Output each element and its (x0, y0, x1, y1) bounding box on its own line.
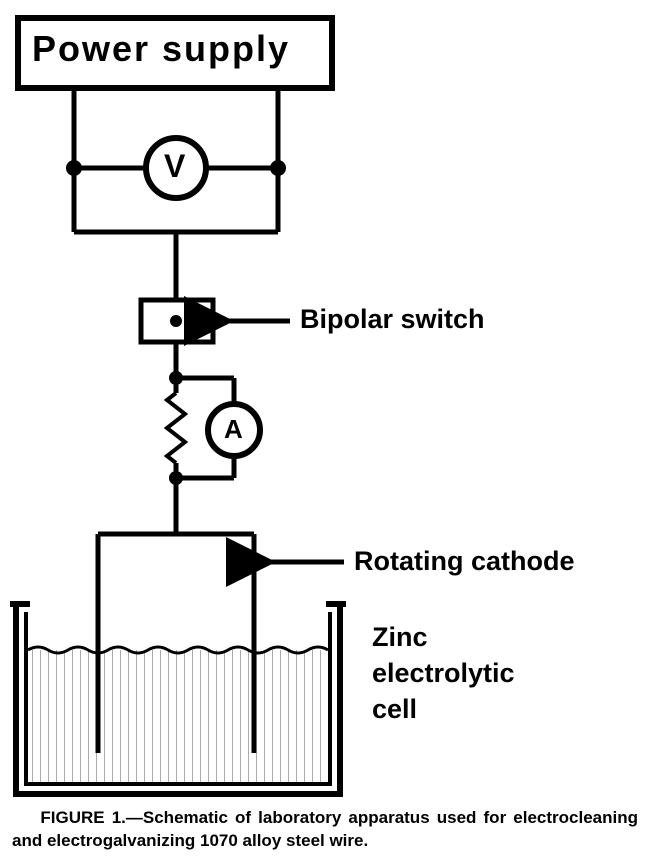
cell-label-3: cell (372, 694, 417, 725)
voltmeter-letter: V (164, 148, 185, 185)
cell-label-1: Zinc (372, 622, 428, 653)
ammeter-letter: A (224, 414, 243, 445)
resistor-zigzag (167, 393, 185, 463)
power-supply-label: Power supply (32, 28, 290, 70)
figure-caption: FIGURE 1.—Schematic of laboratory appara… (12, 807, 638, 853)
switch-dot (170, 315, 182, 327)
liquid-fill (28, 650, 328, 782)
caption-prefix: FIGURE 1. (40, 808, 126, 827)
bipolar-switch-label: Bipolar switch (300, 304, 485, 335)
rotating-cathode-label: Rotating cathode (354, 546, 575, 577)
cell-label-2: electrolytic (372, 658, 515, 689)
